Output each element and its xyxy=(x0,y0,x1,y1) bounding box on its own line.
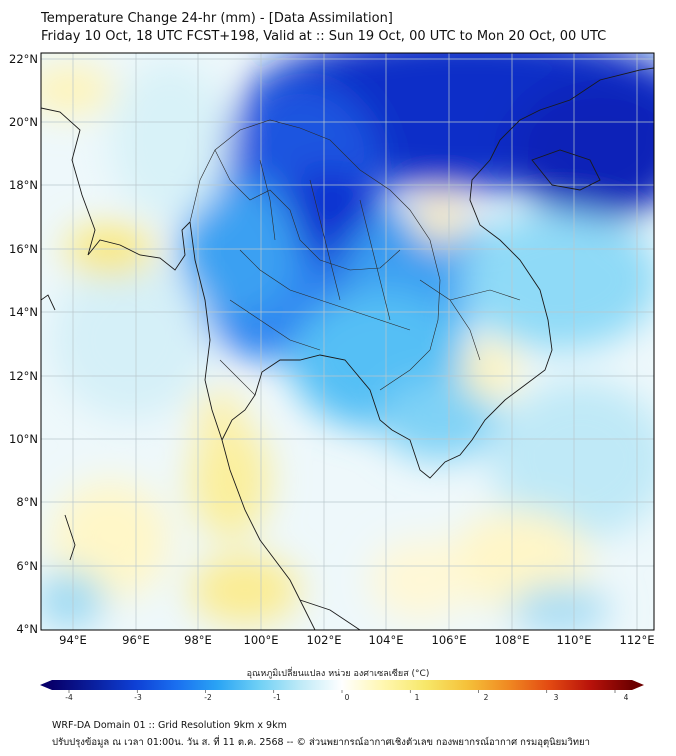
colorbar-tick: -2 xyxy=(204,693,212,702)
colorbar xyxy=(40,680,644,693)
footer-model-info: WRF-DA Domain 01 :: Grid Resolution 9km … xyxy=(52,720,287,731)
lat-label: 20°N xyxy=(9,115,38,129)
temperature-field xyxy=(41,53,654,630)
footer-credit: ปรับปรุงข้อมูล ณ เวลา 01:00น. วัน ส. ที่… xyxy=(52,737,590,748)
lat-label: 22°N xyxy=(9,52,38,66)
colorbar-tick: 0 xyxy=(344,693,350,702)
colorbar-max-extend xyxy=(632,680,644,690)
colorbar-tick: -3 xyxy=(134,693,142,702)
lat-label: 4°N xyxy=(16,622,38,636)
lat-label: 16°N xyxy=(9,242,38,256)
lon-label: 100°E xyxy=(243,633,279,647)
lat-label: 14°N xyxy=(9,305,38,319)
lon-label: 108°E xyxy=(494,633,530,647)
lat-label: 8°N xyxy=(16,495,38,509)
lon-label: 104°E xyxy=(368,633,404,647)
lon-label: 94°E xyxy=(59,633,87,647)
colorbar-tick: 1 xyxy=(414,693,420,702)
admin-borders xyxy=(189,119,521,396)
lat-label: 18°N xyxy=(9,178,38,192)
lat-label: 12°N xyxy=(9,369,38,383)
chart-subtitle: Friday 10 Oct, 18 UTC FCST+198, Valid at… xyxy=(41,29,607,44)
coastlines xyxy=(41,67,654,630)
colorbar-tick: -4 xyxy=(65,693,73,702)
colorbar-min-extend xyxy=(40,680,52,690)
lon-label: 96°E xyxy=(122,633,150,647)
colorbar-gradient xyxy=(52,680,632,690)
lon-label: 110°E xyxy=(556,633,592,647)
lat-label: 6°N xyxy=(16,559,38,573)
lon-label: 98°E xyxy=(184,633,212,647)
gridlines xyxy=(41,53,654,630)
colorbar-tick: 3 xyxy=(553,693,559,702)
map-frame xyxy=(40,52,655,631)
lon-label: 106°E xyxy=(431,633,467,647)
colorbar-tick: -1 xyxy=(273,693,281,702)
colorbar-title: อุณหภูมิเปลี่ยนแปลง หน่วย องศาเซลเซียส (… xyxy=(246,669,430,679)
colorbar-tick: 2 xyxy=(483,693,489,702)
chart-title: Temperature Change 24-hr (mm) - [Data As… xyxy=(41,11,393,26)
lon-label: 112°E xyxy=(619,633,655,647)
lon-label: 102°E xyxy=(306,633,342,647)
colorbar-tick: 4 xyxy=(623,693,629,702)
lat-label: 10°N xyxy=(9,432,38,446)
